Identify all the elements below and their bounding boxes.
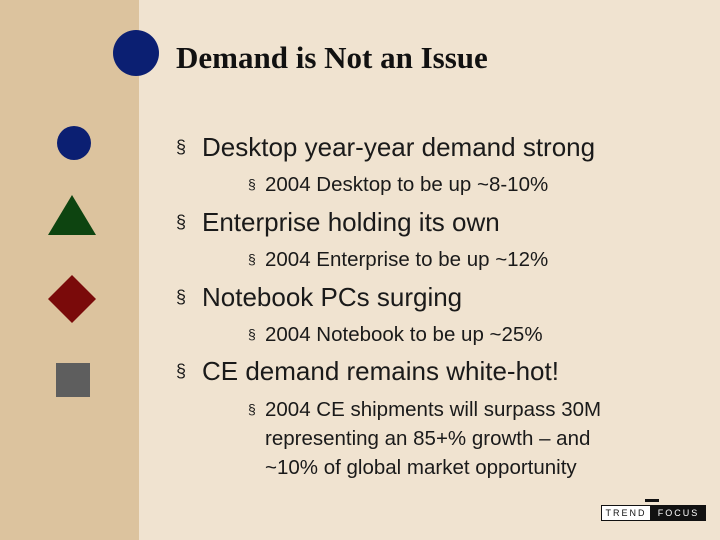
sub-bullet-marker: § xyxy=(248,251,256,267)
red-diamond-icon xyxy=(48,275,96,323)
sub-bullet-marker: § xyxy=(248,176,256,192)
sub-bullet-text: 2004 Desktop to be up ~8-10% xyxy=(265,173,549,196)
bullet-text: Notebook PCs surging xyxy=(202,282,463,312)
title-dot-icon xyxy=(113,30,159,76)
logo-accent-bar xyxy=(645,499,659,502)
green-triangle-icon xyxy=(48,195,96,235)
sub-bullet-text: ~10% of global market opportunity xyxy=(265,456,577,479)
bullet-text: Desktop year-year demand strong xyxy=(202,132,596,162)
sub-bullet-marker: § xyxy=(248,401,256,417)
trend-focus-logo: TREND FOCUS xyxy=(601,505,706,521)
logo-focus: FOCUS xyxy=(651,505,706,521)
bullet-notebook: § Notebook PCs surging xyxy=(176,282,462,313)
sidebar xyxy=(0,0,139,540)
gray-square-icon xyxy=(56,363,90,397)
bullet-desktop: § Desktop year-year demand strong xyxy=(176,132,595,163)
bullet-marker: § xyxy=(176,361,187,381)
sub-bullet-text: 2004 CE shipments will surpass 30M xyxy=(265,398,602,421)
sub-bullet-text: representing an 85+% growth – and xyxy=(265,427,591,450)
sub-bullet-desktop: § 2004 Desktop to be up ~8-10% xyxy=(248,170,688,199)
slide-title: Demand is Not an Issue xyxy=(176,40,488,75)
sub-bullet-text: 2004 Enterprise to be up ~12% xyxy=(265,248,549,271)
bullet-marker: § xyxy=(176,137,187,157)
sub-bullet-enterprise: § 2004 Enterprise to be up ~12% xyxy=(248,245,688,274)
blue-circle-icon xyxy=(57,126,91,160)
sub-bullet-notebook: § 2004 Notebook to be up ~25% xyxy=(248,320,688,349)
sub-bullet-ce: § 2004 CE shipments will surpass 30M repr… xyxy=(248,395,688,482)
sub-bullet-text: 2004 Notebook to be up ~25% xyxy=(265,323,543,346)
sub-bullet-marker: § xyxy=(248,326,256,342)
bullet-enterprise: § Enterprise holding its own xyxy=(176,207,500,238)
bullet-text: Enterprise holding its own xyxy=(202,207,500,237)
bullet-marker: § xyxy=(176,287,187,307)
bullet-marker: § xyxy=(176,212,187,232)
bullet-text: CE demand remains white-hot! xyxy=(202,356,559,386)
bullet-ce: § CE demand remains white-hot! xyxy=(176,356,559,387)
logo-trend: TREND xyxy=(601,505,651,521)
